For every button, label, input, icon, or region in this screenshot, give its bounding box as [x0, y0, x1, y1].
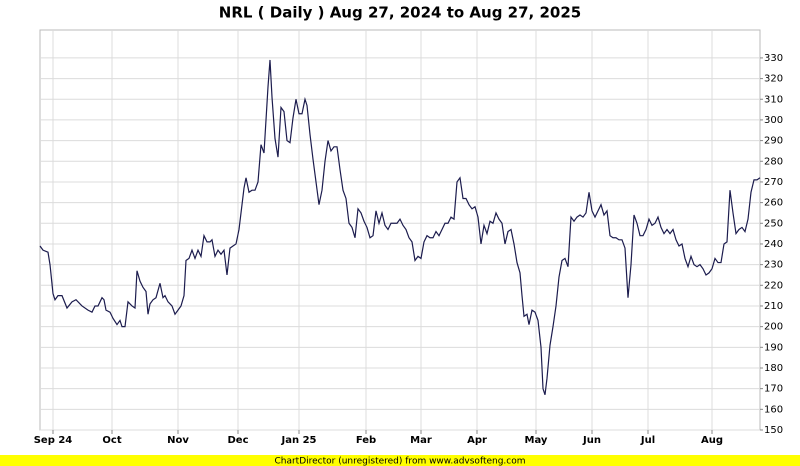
y-tick-label: 170: [764, 384, 783, 395]
x-tick-label: Apr: [467, 435, 487, 446]
y-tick-label: 180: [764, 363, 783, 374]
y-tick-label: 210: [764, 301, 783, 312]
x-tick-label: Mar: [410, 435, 432, 446]
y-tick-label: 250: [764, 218, 783, 229]
x-tick-label: Dec: [227, 435, 248, 446]
y-tick-label: 270: [764, 177, 783, 188]
x-tick-label: Oct: [102, 435, 121, 446]
y-tick-label: 230: [764, 260, 783, 271]
x-tick-label: Sep 24: [34, 435, 73, 446]
y-tick-label: 150: [764, 425, 783, 436]
x-tick-label: May: [525, 435, 548, 446]
y-tick-label: 290: [764, 136, 783, 147]
y-tick-label: 280: [764, 156, 783, 167]
footer-bar: [0, 455, 800, 466]
y-tick-label: 200: [764, 322, 783, 333]
y-tick-label: 260: [764, 198, 783, 209]
footer: ChartDirector (unregistered) from www.ad…: [274, 457, 525, 466]
chart-title: NRL ( Daily ) Aug 27, 2024 to Aug 27, 20…: [219, 4, 581, 22]
y-tick-label: 220: [764, 280, 783, 291]
y-tick-label: 160: [764, 404, 783, 415]
x-tick-label: Aug: [701, 435, 723, 446]
y-tick-label: 240: [764, 239, 783, 250]
y-tick-label: 320: [764, 74, 783, 85]
price-line: [39, 59, 761, 396]
x-tick-label: Jan 25: [281, 435, 317, 446]
y-tick-label: 190: [764, 342, 783, 353]
y-tick-label: 330: [764, 53, 783, 64]
x-tick-label: Jul: [640, 435, 655, 446]
y-tick-label: 310: [764, 94, 783, 105]
y-tick-label: 300: [764, 115, 783, 126]
x-tick-label: Nov: [167, 435, 189, 446]
x-tick-label: Feb: [356, 435, 376, 446]
plot-area: [39, 29, 761, 431]
x-tick-label: Jun: [582, 435, 601, 446]
